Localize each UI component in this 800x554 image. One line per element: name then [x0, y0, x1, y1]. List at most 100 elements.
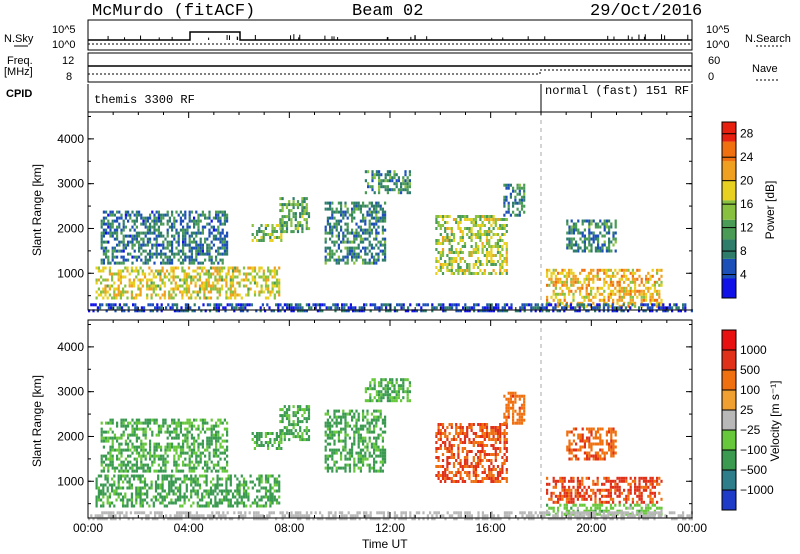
echo-cell — [111, 483, 114, 487]
echo-cell — [523, 183, 526, 187]
echo-cell — [102, 296, 105, 300]
echo-cell — [384, 185, 387, 189]
echo-cell — [344, 469, 347, 473]
echo-cell — [572, 249, 575, 253]
echo-cell — [337, 261, 340, 265]
echo-cell — [168, 486, 171, 490]
echo-cell — [163, 474, 166, 478]
echo-cell — [267, 432, 270, 435]
echo-cell — [662, 303, 665, 307]
echo-cell — [151, 255, 154, 259]
echo-cell — [180, 309, 183, 313]
echo-cell — [102, 469, 105, 473]
echo-cell — [404, 185, 407, 189]
echo-cell — [107, 255, 110, 259]
echo-cell — [245, 504, 248, 508]
echo-cell — [168, 474, 171, 478]
echo-cell — [199, 246, 202, 250]
echo-cell — [404, 188, 407, 192]
echo-cell — [554, 306, 557, 310]
echo-cell — [660, 301, 663, 305]
echo-cell — [590, 237, 593, 241]
echo-cell — [381, 228, 384, 232]
echo-cell — [583, 298, 586, 302]
echo-cell — [627, 309, 630, 313]
echo-cell — [439, 233, 442, 236]
echo-cell — [351, 201, 354, 205]
echo-cell — [108, 483, 111, 487]
echo-cell — [393, 399, 396, 403]
echo-cell — [258, 290, 261, 294]
echo-cell — [140, 306, 143, 310]
echo-cell — [217, 213, 220, 217]
echo-region — [251, 432, 283, 450]
echo-cell — [463, 215, 467, 218]
echo-cell — [352, 306, 355, 310]
echo-cell — [384, 448, 387, 452]
echo-cell — [541, 306, 544, 310]
echo-cell — [162, 258, 165, 262]
echo-cell — [234, 296, 237, 300]
echo-cell — [152, 501, 155, 505]
echo-cell — [275, 269, 279, 273]
echo-cell — [183, 474, 186, 478]
echo-cell — [518, 213, 521, 217]
echo-cell — [578, 303, 581, 307]
echo-cell — [395, 179, 398, 183]
echo-cell — [307, 438, 311, 442]
echo-cell — [100, 222, 103, 226]
echo-cell — [592, 301, 595, 305]
echo-cell — [206, 246, 209, 250]
echo-cell — [344, 412, 347, 416]
echo-cell — [344, 421, 347, 425]
echo-cell — [226, 433, 229, 437]
echo-cell — [481, 306, 484, 310]
echo-cell — [155, 469, 158, 473]
echo-cell — [607, 309, 610, 313]
echo-cell — [113, 219, 116, 223]
echo-cell — [631, 303, 634, 307]
echo-cell — [195, 439, 198, 443]
echo-cell — [124, 290, 127, 294]
echo-cell — [109, 463, 112, 467]
echo-cell — [216, 483, 219, 487]
echo-cell — [505, 248, 508, 251]
echo-cell — [357, 234, 360, 238]
echo-cell — [177, 418, 180, 422]
echo-cell — [135, 460, 138, 464]
echo-cell — [206, 439, 209, 443]
echo-cell — [608, 243, 611, 247]
echo-cell — [172, 480, 175, 484]
echo-cell — [579, 289, 582, 293]
echo-cell — [140, 252, 143, 256]
echo-cell — [457, 471, 460, 474]
echo-cell — [113, 293, 116, 297]
echo-cell — [303, 429, 306, 433]
echo-cell — [188, 457, 191, 461]
echo-cell — [610, 222, 613, 226]
echo-cell — [495, 303, 498, 307]
echo-cell — [402, 378, 405, 382]
echo-cell — [182, 448, 185, 452]
echo-cell — [135, 439, 138, 443]
echo-cell — [375, 436, 378, 440]
echo-cell — [179, 454, 182, 458]
echo-cell — [649, 295, 652, 299]
echo-cell — [137, 284, 140, 288]
echo-cell — [351, 249, 354, 253]
echo-cell — [334, 306, 337, 310]
echo-cell — [576, 303, 579, 307]
echo-cell — [612, 237, 615, 241]
echo-cell — [377, 469, 380, 473]
echo-cell — [488, 218, 491, 221]
echo-cell — [111, 430, 114, 434]
echo-cell — [242, 303, 245, 307]
echo-cell — [437, 429, 440, 432]
echo-cell — [190, 281, 193, 285]
echo-cell — [397, 390, 400, 394]
echo-cell — [205, 287, 208, 291]
echo-cell — [275, 278, 279, 282]
echo-cell — [481, 224, 484, 227]
echo-cell — [133, 463, 136, 467]
echo-cell — [146, 252, 149, 256]
